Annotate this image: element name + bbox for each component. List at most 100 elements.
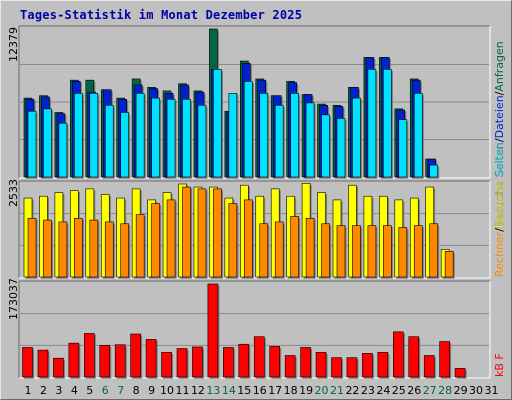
x-label-day-8: 8 bbox=[133, 384, 140, 397]
bar-pages-day-25 bbox=[398, 119, 409, 179]
bar-sites-day-11 bbox=[182, 186, 192, 279]
x-label-day-20: 20 bbox=[315, 384, 329, 397]
bar-kbytes-day-21 bbox=[331, 357, 343, 379]
x-label-day-25: 25 bbox=[392, 384, 406, 397]
bar-sites-day-17 bbox=[274, 221, 285, 279]
legend-kbytes: kB F bbox=[493, 353, 506, 377]
bar-kbytes-day-1 bbox=[22, 347, 34, 379]
bar-kbytes-day-12 bbox=[192, 346, 204, 379]
x-label-day-6: 6 bbox=[102, 384, 109, 397]
legend-sites: Rechner bbox=[493, 231, 506, 277]
bar-sites-day-25 bbox=[398, 227, 409, 279]
svg-text:Seiten/Dateien/Anfragen: Seiten/Dateien/Anfragen bbox=[493, 41, 506, 177]
bar-kbytes-day-8 bbox=[130, 333, 143, 379]
bar-sites-day-18 bbox=[290, 216, 301, 279]
x-label-day-27: 27 bbox=[423, 384, 437, 397]
x-label-day-7: 7 bbox=[117, 384, 124, 397]
bar-pages-day-10 bbox=[166, 98, 177, 179]
bar-kbytes-day-11 bbox=[176, 348, 189, 379]
bar-pages-day-4 bbox=[74, 93, 84, 179]
legend-hits: Seiten/Dateien/Anfragen bbox=[493, 41, 506, 177]
bar-kbytes-day-17 bbox=[269, 346, 282, 379]
x-label-day-16: 16 bbox=[253, 384, 267, 397]
bar-kbytes-day-26 bbox=[408, 336, 421, 379]
legend-visits: Rechner/Besuche bbox=[493, 181, 506, 277]
x-label-day-18: 18 bbox=[284, 384, 298, 397]
bar-kbytes-day-16 bbox=[253, 336, 266, 379]
bar-sites-day-8 bbox=[135, 214, 146, 279]
bar-kbytes-day-5 bbox=[84, 333, 96, 379]
bar-kbytes-day-13 bbox=[207, 283, 220, 379]
bar-kbytes-day-29 bbox=[454, 368, 467, 379]
legend-visits-label: Besuche bbox=[493, 181, 506, 228]
bar-pages-day-20 bbox=[321, 114, 332, 179]
svg-text:kB F: kB F bbox=[493, 353, 506, 377]
bar-pages-day-9 bbox=[151, 97, 162, 179]
x-label-day-19: 19 bbox=[299, 384, 313, 397]
bar-sites-day-26 bbox=[413, 225, 424, 279]
bar-kbytes-day-20 bbox=[315, 351, 328, 379]
bar-sites-day-22 bbox=[352, 225, 362, 279]
x-label-day-31: 31 bbox=[485, 384, 499, 397]
bar-sites-day-4 bbox=[74, 217, 84, 279]
bar-pages-day-21 bbox=[336, 118, 347, 179]
bar-sites-day-19 bbox=[305, 217, 316, 279]
bar-sites-day-6 bbox=[104, 221, 115, 279]
x-label-day-29: 29 bbox=[454, 384, 468, 397]
x-label-day-9: 9 bbox=[148, 384, 155, 397]
x-label-day-12: 12 bbox=[191, 384, 205, 397]
bar-sites-day-21 bbox=[336, 225, 347, 279]
bar-marks bbox=[22, 28, 467, 379]
x-label-day-22: 22 bbox=[345, 384, 359, 397]
bar-pages-day-1 bbox=[27, 110, 38, 179]
bar-sites-day-23 bbox=[367, 225, 378, 279]
bar-sites-day-24 bbox=[383, 225, 393, 279]
y-max-label-visits: 2533 bbox=[7, 179, 20, 207]
legend-kbytes-label: kB F bbox=[493, 353, 506, 377]
x-label-day-11: 11 bbox=[176, 384, 190, 397]
bar-kbytes-day-25 bbox=[392, 331, 405, 379]
bar-pages-day-14 bbox=[228, 93, 239, 179]
y-max-label-kbytes: 173037 bbox=[7, 278, 20, 320]
bar-kbytes-day-22 bbox=[346, 357, 359, 379]
bar-sites-day-3 bbox=[58, 221, 69, 279]
x-label-day-1: 1 bbox=[25, 384, 32, 397]
bar-kbytes-day-19 bbox=[300, 347, 313, 379]
bar-sites-day-7 bbox=[120, 223, 131, 279]
bar-kbytes-day-18 bbox=[284, 355, 297, 379]
bar-sites-day-12 bbox=[197, 188, 208, 279]
x-label-day-17: 17 bbox=[268, 384, 282, 397]
bar-pages-day-24 bbox=[383, 69, 393, 179]
bar-pages-day-22 bbox=[352, 97, 362, 179]
bar-pages-day-26 bbox=[413, 93, 424, 179]
bar-pages-day-5 bbox=[89, 93, 100, 179]
x-label-day-23: 23 bbox=[361, 384, 375, 397]
bar-sites-day-9 bbox=[151, 203, 162, 279]
bar-kbytes-day-7 bbox=[114, 344, 127, 379]
bar-pages-day-3 bbox=[58, 122, 69, 179]
bar-sites-day-16 bbox=[259, 223, 270, 279]
bar-sites-day-27 bbox=[429, 223, 440, 279]
bar-sites-day-14 bbox=[228, 203, 239, 279]
bar-sites-day-13 bbox=[213, 188, 223, 279]
bar-kbytes-day-15 bbox=[238, 343, 251, 379]
bar-kbytes-day-6 bbox=[99, 344, 112, 379]
bar-pages-day-8 bbox=[135, 93, 146, 179]
x-label-day-10: 10 bbox=[160, 384, 174, 397]
bar-pages-day-13 bbox=[213, 69, 223, 179]
legend-files: Dateien bbox=[493, 95, 506, 138]
bar-pages-day-16 bbox=[259, 93, 270, 179]
x-axis-labels: 1 2 3 4 5 6 7 8 9 10 11 12 13 14 15 16 17 18 19 20 21 22 23 24 2… bbox=[25, 384, 499, 397]
bar-kbytes-day-23 bbox=[362, 353, 374, 379]
bar-pages-day-12 bbox=[197, 104, 208, 179]
bar-sites-day-20 bbox=[321, 223, 332, 279]
bar-sites-day-1 bbox=[27, 217, 38, 279]
bar-kbytes-day-9 bbox=[145, 339, 158, 379]
x-label-day-21: 21 bbox=[330, 384, 344, 397]
legend-pages: Seiten bbox=[493, 142, 506, 177]
x-label-day-26: 26 bbox=[407, 384, 421, 397]
bar-sites-day-28 bbox=[444, 250, 455, 279]
legend-hits-label: Anfragen bbox=[493, 41, 506, 91]
bar-pages-day-6 bbox=[104, 104, 115, 179]
x-label-day-2: 2 bbox=[40, 384, 47, 397]
